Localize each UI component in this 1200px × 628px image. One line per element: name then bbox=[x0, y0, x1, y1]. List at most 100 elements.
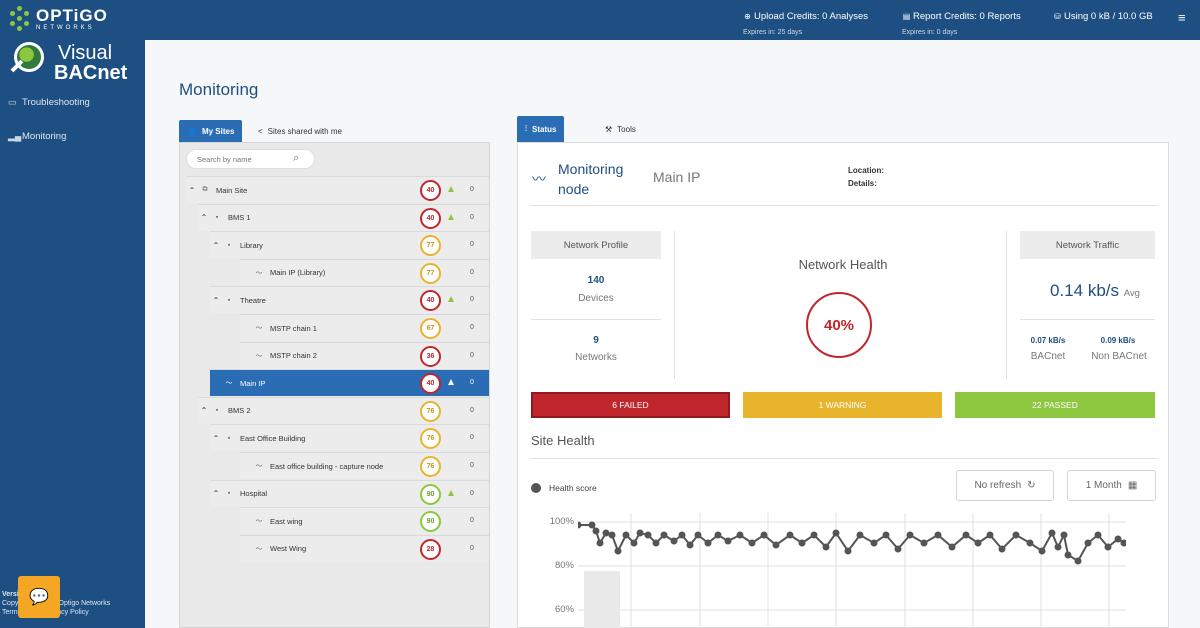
passed-status-bar[interactable]: 22 PASSED bbox=[955, 392, 1155, 418]
tree-row-label: East office building - capture node bbox=[270, 461, 384, 471]
refresh-icon: ↻ bbox=[1027, 480, 1036, 491]
tree-row[interactable]: 〜 East office building - capture node 76 0 bbox=[240, 452, 489, 479]
tree-row[interactable]: ⌃ ▪ Hospital 90 0 bbox=[210, 479, 489, 507]
optigo-hex-icon bbox=[8, 6, 32, 32]
health-score-point bbox=[630, 539, 638, 547]
chevron-up-icon[interactable]: ⌃ bbox=[212, 489, 220, 499]
tree-row[interactable]: 〜 MSTP chain 1 67 0 bbox=[240, 314, 489, 341]
warning-status-bar[interactable]: 1 WARNING bbox=[743, 392, 942, 418]
tab-status[interactable]: ⫶ Status bbox=[517, 116, 565, 142]
tree-row[interactable]: ⌃ ▪ East Office Building 76 0 bbox=[210, 424, 489, 452]
health-score-point bbox=[822, 543, 830, 551]
health-score-point bbox=[798, 539, 806, 547]
upload-icon: ⊕ bbox=[744, 12, 751, 21]
search-input[interactable] bbox=[186, 149, 315, 169]
health-score-point bbox=[686, 541, 694, 549]
node-title-line1: Monitoring bbox=[558, 161, 624, 177]
health-score-point bbox=[934, 531, 942, 539]
trend-up-icon bbox=[448, 296, 454, 303]
site-health-title: Site Health bbox=[531, 433, 595, 448]
tree-row[interactable]: ⌃ ▪ Theatre 40 0 bbox=[210, 286, 489, 314]
tree-row[interactable]: 〜 West Wing 28 0 bbox=[240, 534, 489, 562]
refresh-label: No refresh bbox=[974, 480, 1022, 491]
chat-bubble-icon[interactable]: 💬 bbox=[18, 576, 60, 618]
tab-my-sites[interactable]: 👤 My Sites bbox=[179, 120, 243, 142]
tree-row-label: East Office Building bbox=[240, 433, 306, 443]
health-score-point bbox=[596, 539, 604, 547]
alert-count: 0 bbox=[470, 268, 474, 276]
alert-count: 0 bbox=[470, 462, 474, 469]
tree-row[interactable]: ⌃ ▪ BMS 1 40 0 bbox=[198, 203, 489, 231]
chevron-up-icon[interactable]: ⌃ bbox=[200, 406, 208, 416]
refresh-dropdown[interactable]: No refresh ↻ bbox=[956, 470, 1054, 501]
report-icon: ▤ bbox=[902, 12, 911, 21]
health-score-point bbox=[760, 531, 768, 539]
location-label: Location: bbox=[848, 166, 884, 175]
sidebar-item-troubleshooting[interactable]: ▭ Troubleshooting bbox=[8, 97, 90, 108]
network-profile-header: Network Profile bbox=[531, 231, 661, 259]
trend-line-icon: 〜 bbox=[255, 325, 263, 332]
trend-line-icon: 〜 bbox=[225, 380, 233, 388]
upload-credits[interactable]: ⊕ Upload Credits: 0 Analyses Expires in: … bbox=[743, 11, 868, 36]
health-score-point bbox=[974, 539, 982, 547]
health-score-point bbox=[592, 527, 600, 535]
sidebar-item-label: Troubleshooting bbox=[22, 97, 90, 108]
alert-count: 0 bbox=[470, 379, 474, 387]
failed-status-bar[interactable]: 6 FAILED bbox=[531, 392, 730, 418]
chevron-up-icon[interactable]: ⌃ bbox=[212, 240, 220, 250]
health-score-point bbox=[608, 531, 616, 539]
tree-row-label: Library bbox=[240, 240, 263, 250]
y-tick-label: 60% bbox=[554, 604, 574, 615]
health-score-point bbox=[736, 531, 744, 539]
tree-row-label: MSTP chain 1 bbox=[270, 323, 317, 333]
health-score-point bbox=[1084, 539, 1092, 547]
health-score-point bbox=[644, 531, 652, 539]
report-credits[interactable]: ▤ Report Credits: 0 Reports Expires in: 0… bbox=[902, 11, 1021, 36]
tree-row[interactable]: ⌃ ▪ BMS 2 76 0 bbox=[198, 396, 489, 424]
tree-row[interactable]: ⌃ ⧉ Main Site 40 0 bbox=[186, 176, 489, 203]
tab-status-label: Status bbox=[532, 124, 557, 134]
chevron-up-icon[interactable]: ⌃ bbox=[188, 185, 196, 195]
health-score-point bbox=[694, 531, 702, 539]
networks-label: Networks bbox=[575, 352, 617, 363]
date-range-picker[interactable]: 1 Month ▦ bbox=[1067, 470, 1156, 501]
health-score-point bbox=[678, 531, 686, 539]
app-name-line2: BACnet bbox=[54, 62, 128, 84]
chevron-up-icon[interactable]: ⌃ bbox=[212, 295, 220, 305]
health-score-point bbox=[724, 537, 732, 545]
health-score-point bbox=[1048, 529, 1056, 537]
chevron-up-icon[interactable]: ⌃ bbox=[212, 433, 220, 443]
traffic-value: 0.14 kb/s bbox=[1050, 281, 1120, 300]
tree-row-label: MSTP chain 2 bbox=[270, 351, 317, 361]
divider bbox=[674, 231, 675, 379]
health-score-line bbox=[578, 524, 1125, 563]
devices-count: 140 bbox=[587, 275, 605, 286]
divider bbox=[531, 319, 661, 320]
tab-tools[interactable]: ⚒ Tools bbox=[597, 116, 644, 142]
tree-row[interactable]: 〜 Main IP (Library) 77 0 bbox=[240, 258, 489, 286]
chevron-up-icon[interactable]: ⌃ bbox=[200, 213, 208, 223]
tree-row[interactable]: 〜 MSTP chain 2 36 0 bbox=[240, 341, 489, 369]
visual-bacnet-logo: Visual BACnet bbox=[10, 42, 132, 92]
health-score-badge: 90 bbox=[420, 511, 441, 533]
tab-shared-sites[interactable]: < Sites shared with me bbox=[250, 120, 350, 142]
health-score-badge: 28 bbox=[420, 538, 441, 560]
health-score-point bbox=[948, 543, 956, 551]
trend-up-icon bbox=[448, 213, 454, 220]
trend-up-icon bbox=[448, 379, 454, 386]
health-score-point bbox=[1120, 539, 1126, 547]
sidebar-item-monitoring[interactable]: ▂▄ Monitoring bbox=[8, 131, 66, 142]
hamburger-menu-icon[interactable]: ≡ bbox=[1178, 10, 1186, 25]
trend-up-icon bbox=[448, 489, 454, 496]
folder-icon: ▪ bbox=[215, 214, 219, 222]
health-score-badge: 76 bbox=[420, 400, 441, 422]
tree-row[interactable]: 〜 Main IP 40 0 bbox=[210, 369, 489, 397]
tab-my-sites-label: My Sites bbox=[201, 126, 235, 136]
tree-row[interactable]: ⌃ ▪ Library 77 0 bbox=[210, 231, 489, 259]
brand-name: OPTiGO bbox=[36, 5, 108, 25]
legend-dot[interactable] bbox=[531, 483, 541, 493]
health-score-point bbox=[1104, 543, 1112, 551]
tree-row[interactable]: 〜 East wing 90 0 bbox=[240, 507, 489, 535]
health-score-point bbox=[1054, 543, 1062, 551]
